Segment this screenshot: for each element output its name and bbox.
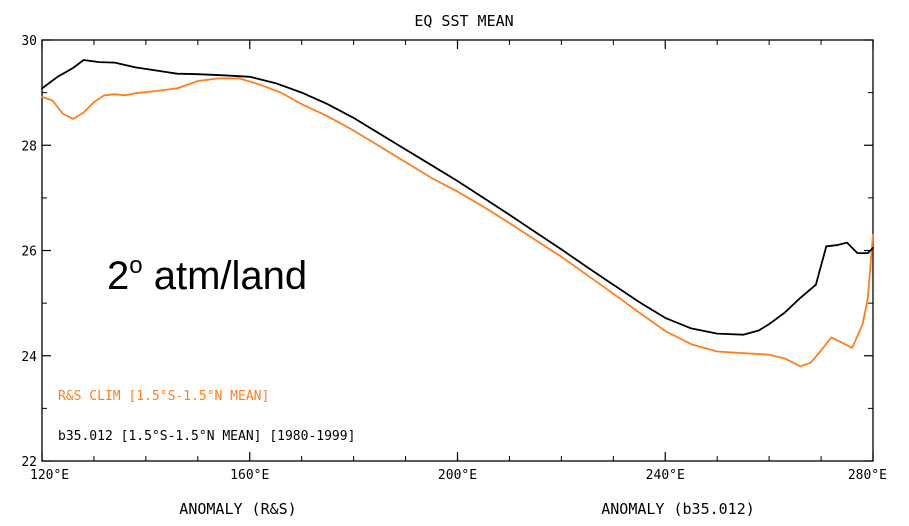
legend-item-b35: b35.012 [1.5°S-1.5°N MEAN] [1980-1999] xyxy=(58,429,355,444)
bottom-label-b35: ANOMALY (b35.012) xyxy=(601,500,755,518)
y-tick-label: 30 xyxy=(21,34,37,49)
series-line-b35 xyxy=(41,59,874,336)
legend-item-rs-clim: R&S CLIM [1.5°S-1.5°N MEAN] xyxy=(58,389,269,404)
x-tick-label: 240°E xyxy=(646,468,685,483)
bottom-label-rs: ANOMALY (R&S) xyxy=(179,500,296,518)
annotation-main: 2 xyxy=(107,254,129,298)
x-tick-label: 280°E xyxy=(848,468,887,483)
annotation-superscript: o xyxy=(129,252,142,279)
y-tick-label: 22 xyxy=(21,455,37,470)
y-tick-label: 24 xyxy=(21,350,37,365)
x-axis: 120°E 160°E 200°E 240°E 280°E xyxy=(30,40,887,483)
x-tick-label: 200°E xyxy=(438,468,477,483)
x-tick-label: 120°E xyxy=(30,468,69,483)
series-layer xyxy=(41,59,874,368)
x-tick-label: 160°E xyxy=(230,468,269,483)
y-axis: 22 24 26 28 30 xyxy=(21,34,873,470)
annotation-text: 2o atm/land xyxy=(107,252,307,298)
annotation-rest: atm/land xyxy=(143,254,308,298)
chart-title: EQ SST MEAN xyxy=(414,12,513,30)
series-line-rs-clim xyxy=(41,77,874,368)
y-tick-label: 26 xyxy=(21,245,37,260)
y-tick-label: 28 xyxy=(21,139,37,154)
